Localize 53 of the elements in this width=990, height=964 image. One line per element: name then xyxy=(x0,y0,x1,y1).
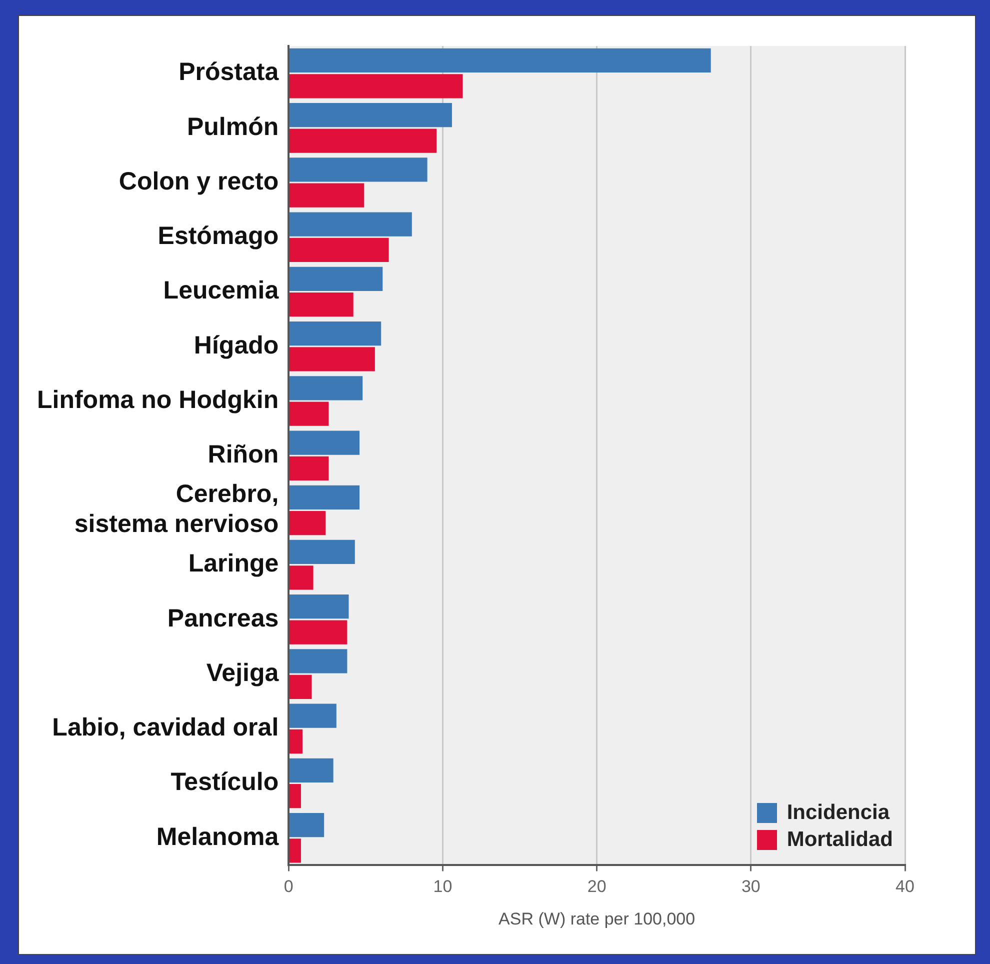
x-tick-label: 20 xyxy=(587,877,606,896)
bar xyxy=(289,540,355,564)
y-tick-label: Melanoma xyxy=(156,822,280,851)
bar xyxy=(289,402,329,426)
bar xyxy=(289,594,349,619)
bar xyxy=(289,103,452,128)
y-tick-label: Hígado xyxy=(194,331,279,360)
bar xyxy=(289,485,360,510)
bar xyxy=(289,758,334,783)
x-tick-label: 10 xyxy=(433,877,452,896)
y-tick-label: Pulmón xyxy=(186,112,279,141)
bar xyxy=(289,128,437,153)
bar xyxy=(289,212,412,236)
y-tick-label: Labio, cavidad oral xyxy=(52,714,279,742)
bar xyxy=(289,566,314,590)
bar xyxy=(289,48,711,73)
y-tick-label: Pancreas xyxy=(167,604,279,632)
bar xyxy=(289,838,301,863)
bar xyxy=(289,321,382,346)
bar xyxy=(289,704,336,728)
bar xyxy=(289,620,348,644)
y-tick-label: Colon y recto xyxy=(118,167,279,196)
bar xyxy=(289,430,360,455)
bar xyxy=(289,510,326,536)
bar xyxy=(289,292,354,317)
y-tick-label: Vejiga xyxy=(206,658,280,687)
y-tick-label: Leucemia xyxy=(163,276,280,305)
bar xyxy=(289,183,364,208)
x-tick-label: 40 xyxy=(896,877,914,896)
y-tick-label: Estómago xyxy=(158,222,279,250)
bar xyxy=(289,266,383,291)
legend-label: Mortalidad xyxy=(786,828,893,852)
bar xyxy=(289,784,301,808)
bar xyxy=(289,158,428,182)
y-tick-label: Linfoma no Hodgkin xyxy=(37,386,279,414)
bar xyxy=(289,376,363,400)
x-tick-label: 0 xyxy=(284,877,294,896)
legend-label: Incidencia xyxy=(786,801,890,826)
x-axis-title: ASR (W) rate per 100,000 xyxy=(498,909,696,928)
bar xyxy=(289,812,324,838)
bar xyxy=(289,674,312,699)
bar xyxy=(289,74,463,98)
bar xyxy=(289,238,389,262)
x-tick-label: 30 xyxy=(741,877,760,896)
bar xyxy=(289,729,303,754)
y-tick-label: Testículo xyxy=(170,768,279,796)
bar xyxy=(289,649,348,674)
y-tick-label: Laringe xyxy=(188,550,279,578)
bar xyxy=(289,456,329,480)
y-tick-label: Cerebro, sistema nervioso xyxy=(74,480,279,538)
y-tick-label: Riñon xyxy=(208,440,279,468)
y-tick-label: Próstata xyxy=(178,58,280,86)
bar xyxy=(289,347,375,372)
